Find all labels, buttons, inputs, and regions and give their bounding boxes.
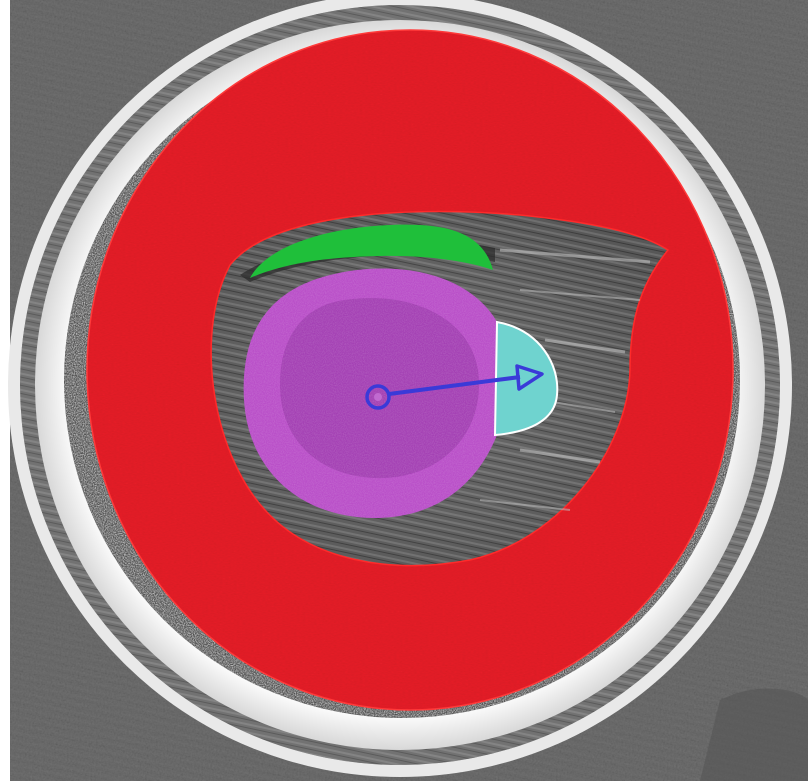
magenta-disc-texture — [243, 268, 497, 518]
magenta-disc-region — [243, 268, 497, 518]
inner-cavity-outline — [210, 210, 670, 567]
corner-rim — [700, 688, 808, 781]
red-annulus-outline — [86, 29, 734, 711]
direction-arrow-icon — [365, 364, 544, 410]
arrow-head — [515, 364, 544, 391]
arrow-origin-dot — [374, 393, 382, 401]
left-margin — [0, 0, 10, 781]
arrow-shaft — [388, 375, 521, 396]
green-crescent-region — [250, 224, 493, 278]
cyan-cap-region — [493, 320, 559, 437]
cavity-striations — [479, 248, 651, 511]
arrow-origin-circle — [365, 384, 391, 410]
